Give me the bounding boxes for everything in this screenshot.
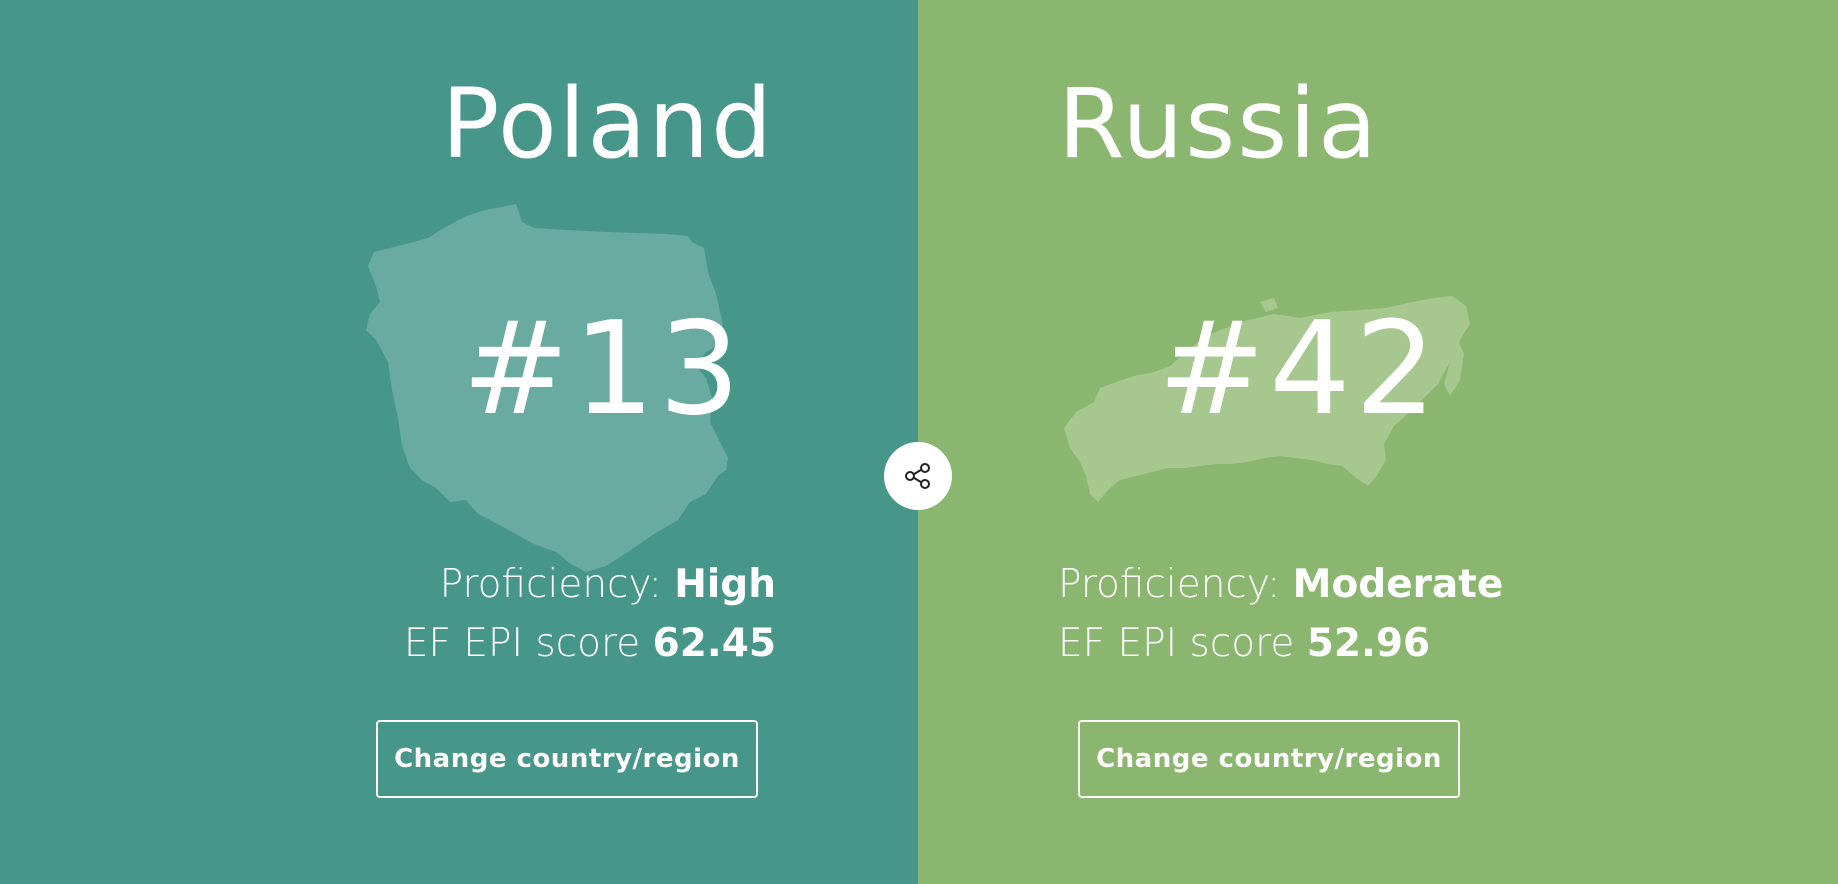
proficiency-value-right: Moderate <box>1292 562 1504 607</box>
score-label-right: EF EPI score <box>1058 621 1295 666</box>
russia-map-icon <box>1064 296 1470 502</box>
proficiency-line-left: Proficiency: High <box>440 565 776 604</box>
score-value-right: 52.96 <box>1306 621 1431 666</box>
rank-right: #42 <box>1158 295 1441 444</box>
country-panel-left: Poland #13 Proficiency: High EF EPI scor… <box>0 0 918 884</box>
proficiency-line-right: Proficiency: Moderate <box>1058 565 1503 604</box>
country-panel-right: Russia #42 Proficiency: Moderate EF EPI … <box>918 0 1838 884</box>
country-name-right: Russia <box>1058 68 1379 180</box>
score-line-right: EF EPI score 52.96 <box>1058 624 1430 663</box>
proficiency-value-left: High <box>674 562 776 607</box>
rank-left: #13 <box>462 295 745 444</box>
change-country-button-right[interactable]: Change country/region <box>1078 720 1460 798</box>
share-button[interactable] <box>884 442 952 510</box>
score-value-left: 62.45 <box>652 621 776 666</box>
score-line-left: EF EPI score 62.45 <box>404 624 776 663</box>
score-label-left: EF EPI score <box>403 621 641 666</box>
proficiency-label-right: Proficiency: <box>1058 562 1281 607</box>
share-icon <box>905 463 930 489</box>
proficiency-label-left: Proficiency: <box>439 562 662 607</box>
country-name-left: Poland <box>441 68 774 180</box>
change-country-button-left[interactable]: Change country/region <box>376 720 758 798</box>
poland-map-icon <box>366 204 728 572</box>
